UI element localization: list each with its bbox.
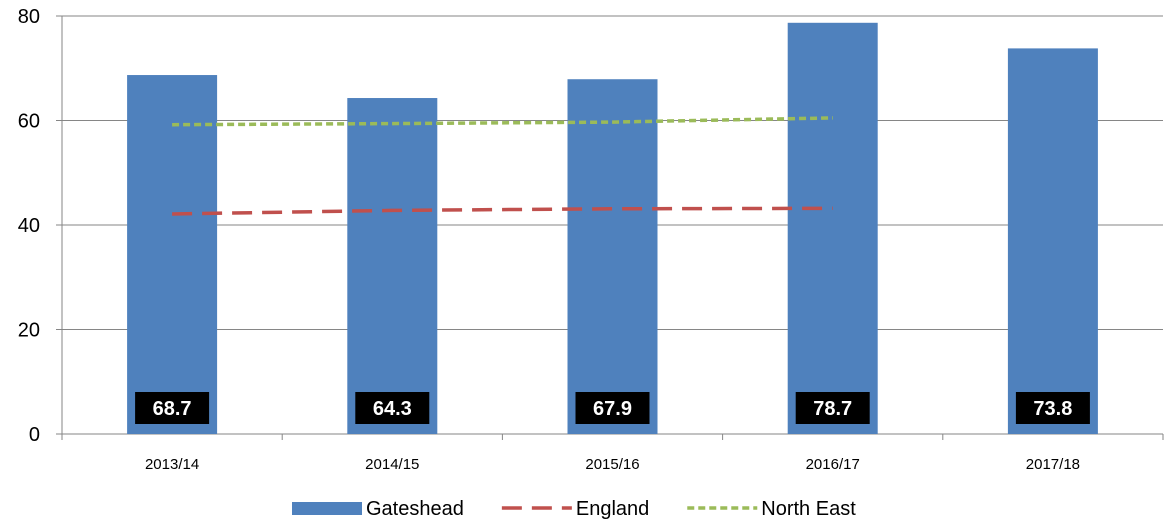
legend-label-north-east: North East bbox=[761, 498, 856, 520]
y-tick-label: 0 bbox=[29, 424, 40, 446]
y-tick-label: 20 bbox=[18, 320, 40, 342]
x-tick-label: 2016/17 bbox=[806, 456, 860, 473]
data-label: 67.9 bbox=[593, 398, 632, 420]
y-tick-label: 60 bbox=[18, 111, 40, 133]
x-tick-label: 2014/15 bbox=[365, 456, 419, 473]
legend: Gateshead England North East bbox=[292, 498, 856, 520]
data-label: 68.7 bbox=[153, 398, 192, 420]
series-line-england bbox=[172, 206, 833, 216]
data-label-box bbox=[575, 392, 650, 424]
bar bbox=[1007, 48, 1098, 435]
x-tick-label: 2013/14 bbox=[145, 456, 199, 473]
data-label-box bbox=[135, 392, 210, 424]
x-tick-label: 2015/16 bbox=[585, 456, 639, 473]
data-label: 64.3 bbox=[373, 398, 412, 420]
series-line-north-east bbox=[172, 116, 833, 127]
data-label-box bbox=[795, 392, 870, 424]
bars bbox=[127, 22, 1098, 435]
legend-label-england: England bbox=[576, 498, 649, 520]
legend-swatch-gateshead bbox=[292, 502, 362, 515]
x-tick-label: 2017/18 bbox=[1026, 456, 1080, 473]
data-label: 73.8 bbox=[1033, 398, 1072, 420]
legend-label-gateshead: Gateshead bbox=[366, 498, 464, 520]
bar bbox=[567, 79, 658, 434]
bar bbox=[127, 75, 218, 434]
data-label-box bbox=[355, 392, 430, 424]
bar bbox=[787, 22, 878, 434]
y-tick-label: 40 bbox=[18, 215, 40, 237]
series-lines bbox=[172, 116, 833, 216]
data-labels: 68.7 64.3 67.9 78.7 73.8 bbox=[135, 392, 1090, 424]
data-label: 78.7 bbox=[813, 398, 852, 420]
data-label-box bbox=[1015, 392, 1090, 424]
bar bbox=[347, 98, 438, 434]
y-tick-label: 80 bbox=[18, 6, 40, 28]
